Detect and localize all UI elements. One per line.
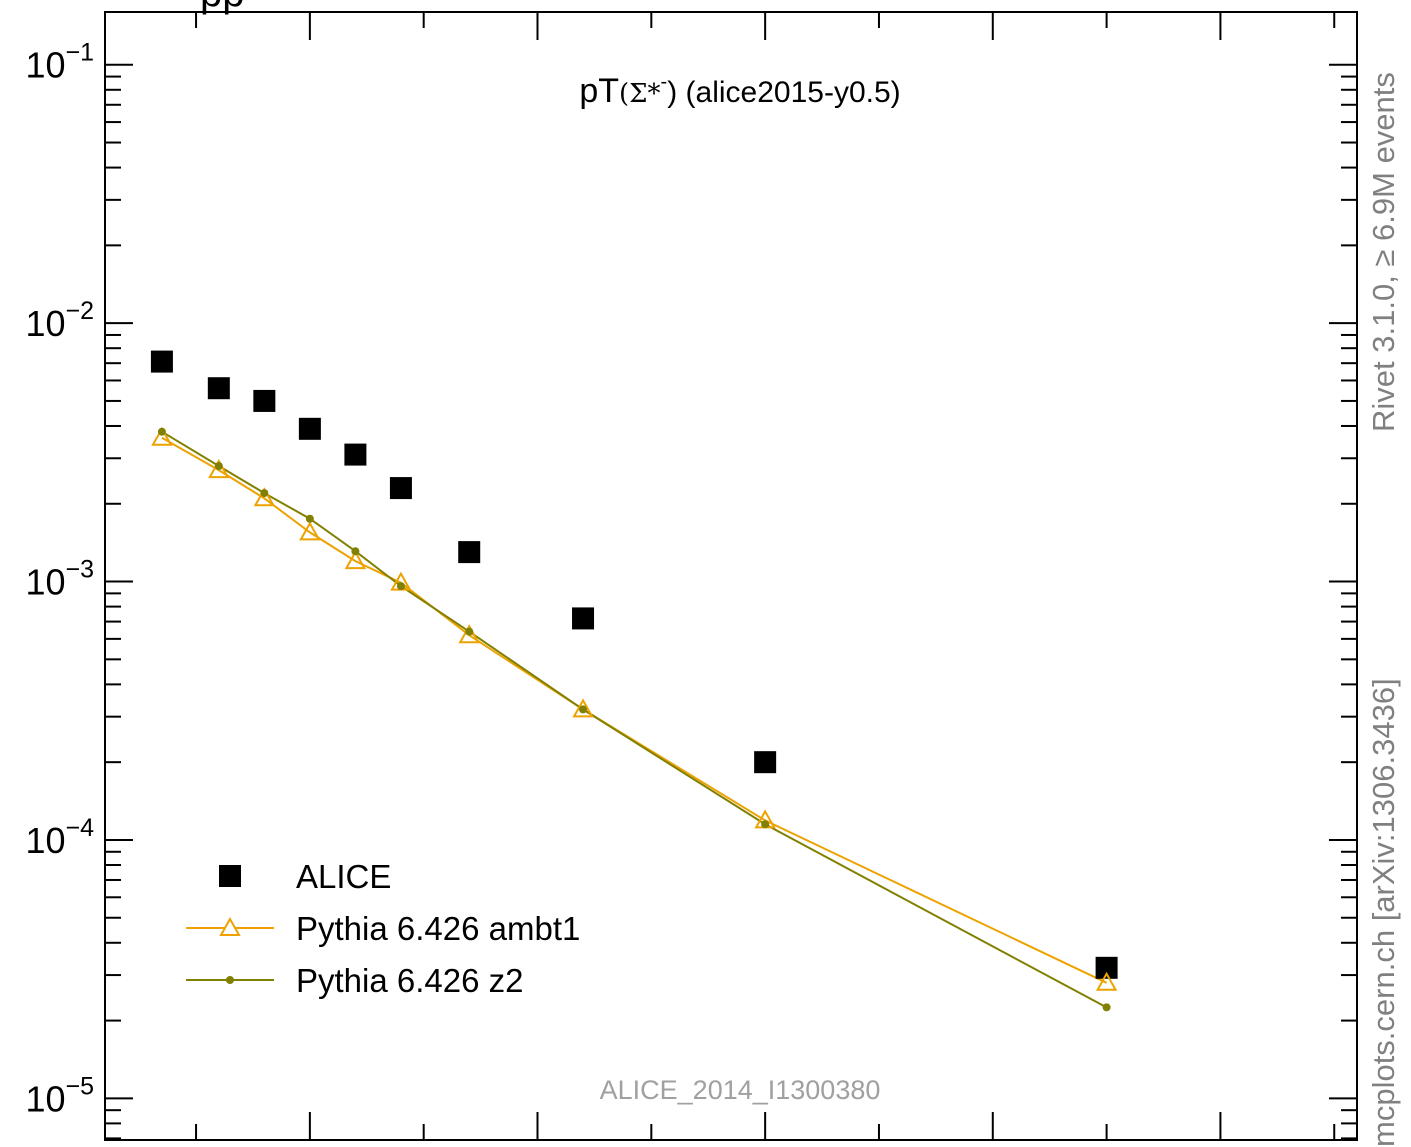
ambt1-data-point	[458, 624, 480, 644]
y-tick-label-exponent: −4	[65, 814, 94, 842]
legend-label: ALICE	[296, 858, 391, 895]
y-tick-label: 10−1	[25, 39, 94, 86]
y-tick-label-exponent: −3	[65, 556, 94, 584]
legend-marker-alice	[219, 865, 241, 887]
mcplots-reference-label: mcplots.cern.ch [arXiv:1306.3436]	[1366, 678, 1401, 1147]
ambt1-data-point	[344, 550, 367, 570]
rivet-version-label: Rivet 3.1.0, ≥ 6.9M events	[1366, 72, 1401, 432]
ambt1-data-point	[253, 487, 276, 507]
y-tick-label-exponent: −1	[65, 39, 94, 67]
z2-data-point	[465, 627, 474, 636]
plot-border	[104, 11, 1358, 1141]
axis-ticks	[105, 12, 1357, 1140]
series-line	[161, 436, 1108, 984]
alice-data-point	[572, 607, 595, 630]
title-main: pT	[579, 72, 619, 110]
z2-data-point	[214, 462, 223, 471]
alice-data-point	[458, 541, 481, 564]
y-tick-label-exponent: −5	[65, 1072, 94, 1100]
title-charge: -	[661, 71, 668, 93]
alice-data-point	[344, 443, 367, 466]
alice-data-point	[389, 477, 412, 500]
y-tick-label-base: 10	[25, 820, 65, 861]
legend-marker-ambt1	[219, 916, 241, 936]
top-label: pp	[200, 0, 245, 15]
y-tick-label: 10−4	[25, 814, 94, 861]
z2-data-point	[351, 547, 360, 556]
legend-label: Pythia 6.426 ambt1	[296, 910, 580, 947]
y-tick-label-base: 10	[25, 45, 65, 86]
ambt1-data-point	[151, 426, 173, 446]
alice-data-point	[1095, 956, 1118, 979]
y-tick-label: 10−5	[25, 1072, 94, 1119]
y-tick-labels: 10−110−210−310−410−5	[25, 39, 94, 1120]
title-particle: (Σ*	[619, 79, 661, 109]
series-line	[161, 430, 1108, 1009]
z2-data-point	[396, 582, 405, 591]
legend: ALICE Pythia 6.426 ambt1 Pythia 6.426 z2	[186, 858, 580, 999]
series-lines	[161, 430, 1108, 1009]
plot-frame	[104, 11, 1358, 1141]
y-tick-label-base: 10	[25, 562, 65, 603]
z2-data-point	[579, 705, 588, 714]
ambt1-data-point	[208, 459, 230, 479]
alice-data-point	[253, 389, 276, 412]
ambt1-data-point	[299, 521, 321, 541]
alice-data-point	[150, 350, 173, 373]
z2-data-point	[305, 514, 314, 523]
series-points	[150, 350, 1118, 1012]
alice-data-point	[207, 377, 230, 400]
analysis-watermark: ALICE_2014_I1300380	[600, 1075, 881, 1105]
chart-title: pT(Σ*-) (alice2015-y0.5)	[579, 71, 900, 110]
alice-data-point	[754, 751, 777, 774]
z2-data-point	[260, 489, 269, 498]
z2-data-point	[1102, 1003, 1111, 1012]
z2-data-point	[157, 427, 166, 436]
ambt1-data-point	[1095, 971, 1118, 991]
y-tick-label-base: 10	[25, 303, 65, 344]
alice-data-point	[298, 417, 321, 440]
y-tick-label: 10−2	[25, 297, 94, 344]
z2-data-point	[761, 820, 770, 829]
legend-label: Pythia 6.426 z2	[296, 962, 524, 999]
y-tick-label-base: 10	[25, 1078, 65, 1119]
title-tail: ) (alice2015-y0.5)	[667, 76, 900, 109]
y-tick-label-exponent: −2	[65, 297, 94, 325]
legend-marker-z2	[226, 976, 234, 984]
ambt1-data-point	[572, 698, 594, 718]
y-tick-label: 10−3	[25, 556, 94, 603]
